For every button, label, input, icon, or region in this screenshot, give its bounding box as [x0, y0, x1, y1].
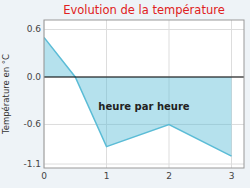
y-tick-label: 0.0 [27, 72, 42, 82]
chart-container: 0 1 2 3 -1.1 -0.6 0.0 0.6 heure par heure Evoluti… [0, 0, 250, 188]
x-tick-label: 3 [229, 171, 235, 181]
y-grid-line [44, 164, 244, 165]
x-tick-label: 2 [166, 171, 172, 181]
area [44, 37, 232, 156]
chart: 0 1 2 3 -1.1 -0.6 0.0 0.6 heure par heure Evoluti… [0, 0, 250, 188]
y-tick-label: -1.1 [23, 159, 41, 169]
plot-background [44, 20, 244, 168]
y-grid-line [44, 76, 244, 77]
y-tick-label: 0.6 [27, 24, 42, 34]
plot-area [44, 37, 244, 156]
grid [44, 20, 244, 168]
y-grid-line [44, 29, 244, 30]
zero-line [44, 76, 244, 77]
x-tick-label: 1 [104, 171, 110, 181]
y-tick-label: -0.6 [23, 119, 41, 129]
y-axis-label: Température en °C [1, 54, 11, 135]
title: Evolution de la température [63, 3, 225, 17]
line [44, 37, 232, 156]
annotation: heure par heure [98, 101, 189, 112]
plot-frame [44, 20, 244, 168]
x-tick-label: 0 [41, 171, 47, 181]
